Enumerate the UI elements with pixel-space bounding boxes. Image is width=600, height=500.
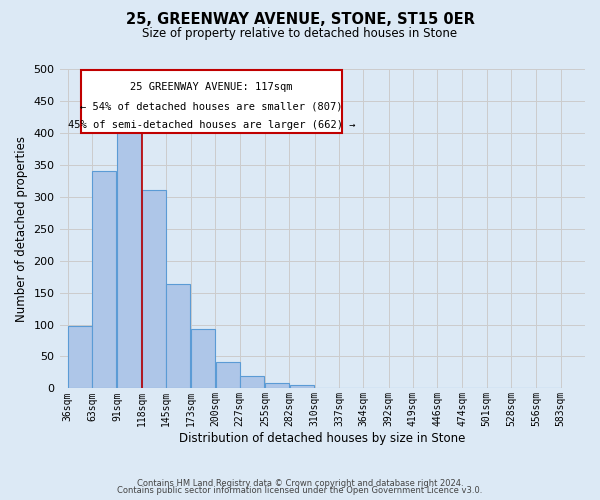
Text: Size of property relative to detached houses in Stone: Size of property relative to detached ho… — [142, 28, 458, 40]
Bar — [240, 376, 264, 388]
Bar — [68, 326, 92, 388]
Bar — [142, 190, 166, 388]
Bar — [166, 284, 190, 389]
Bar — [191, 329, 215, 388]
Text: 45% of semi-detached houses are larger (662) →: 45% of semi-detached houses are larger (… — [68, 120, 355, 130]
X-axis label: Distribution of detached houses by size in Stone: Distribution of detached houses by size … — [179, 432, 466, 445]
Bar — [215, 362, 239, 388]
Text: ← 54% of detached houses are smaller (807): ← 54% of detached houses are smaller (80… — [80, 101, 343, 112]
Text: 25, GREENWAY AVENUE, STONE, ST15 0ER: 25, GREENWAY AVENUE, STONE, ST15 0ER — [125, 12, 475, 28]
Text: Contains HM Land Registry data © Crown copyright and database right 2024.: Contains HM Land Registry data © Crown c… — [137, 478, 463, 488]
Y-axis label: Number of detached properties: Number of detached properties — [15, 136, 28, 322]
Text: Contains public sector information licensed under the Open Government Licence v3: Contains public sector information licen… — [118, 486, 482, 495]
Bar — [92, 171, 116, 388]
Text: 25 GREENWAY AVENUE: 117sqm: 25 GREENWAY AVENUE: 117sqm — [130, 82, 293, 92]
Bar — [265, 384, 289, 388]
Bar — [118, 125, 142, 388]
Bar — [290, 385, 314, 388]
